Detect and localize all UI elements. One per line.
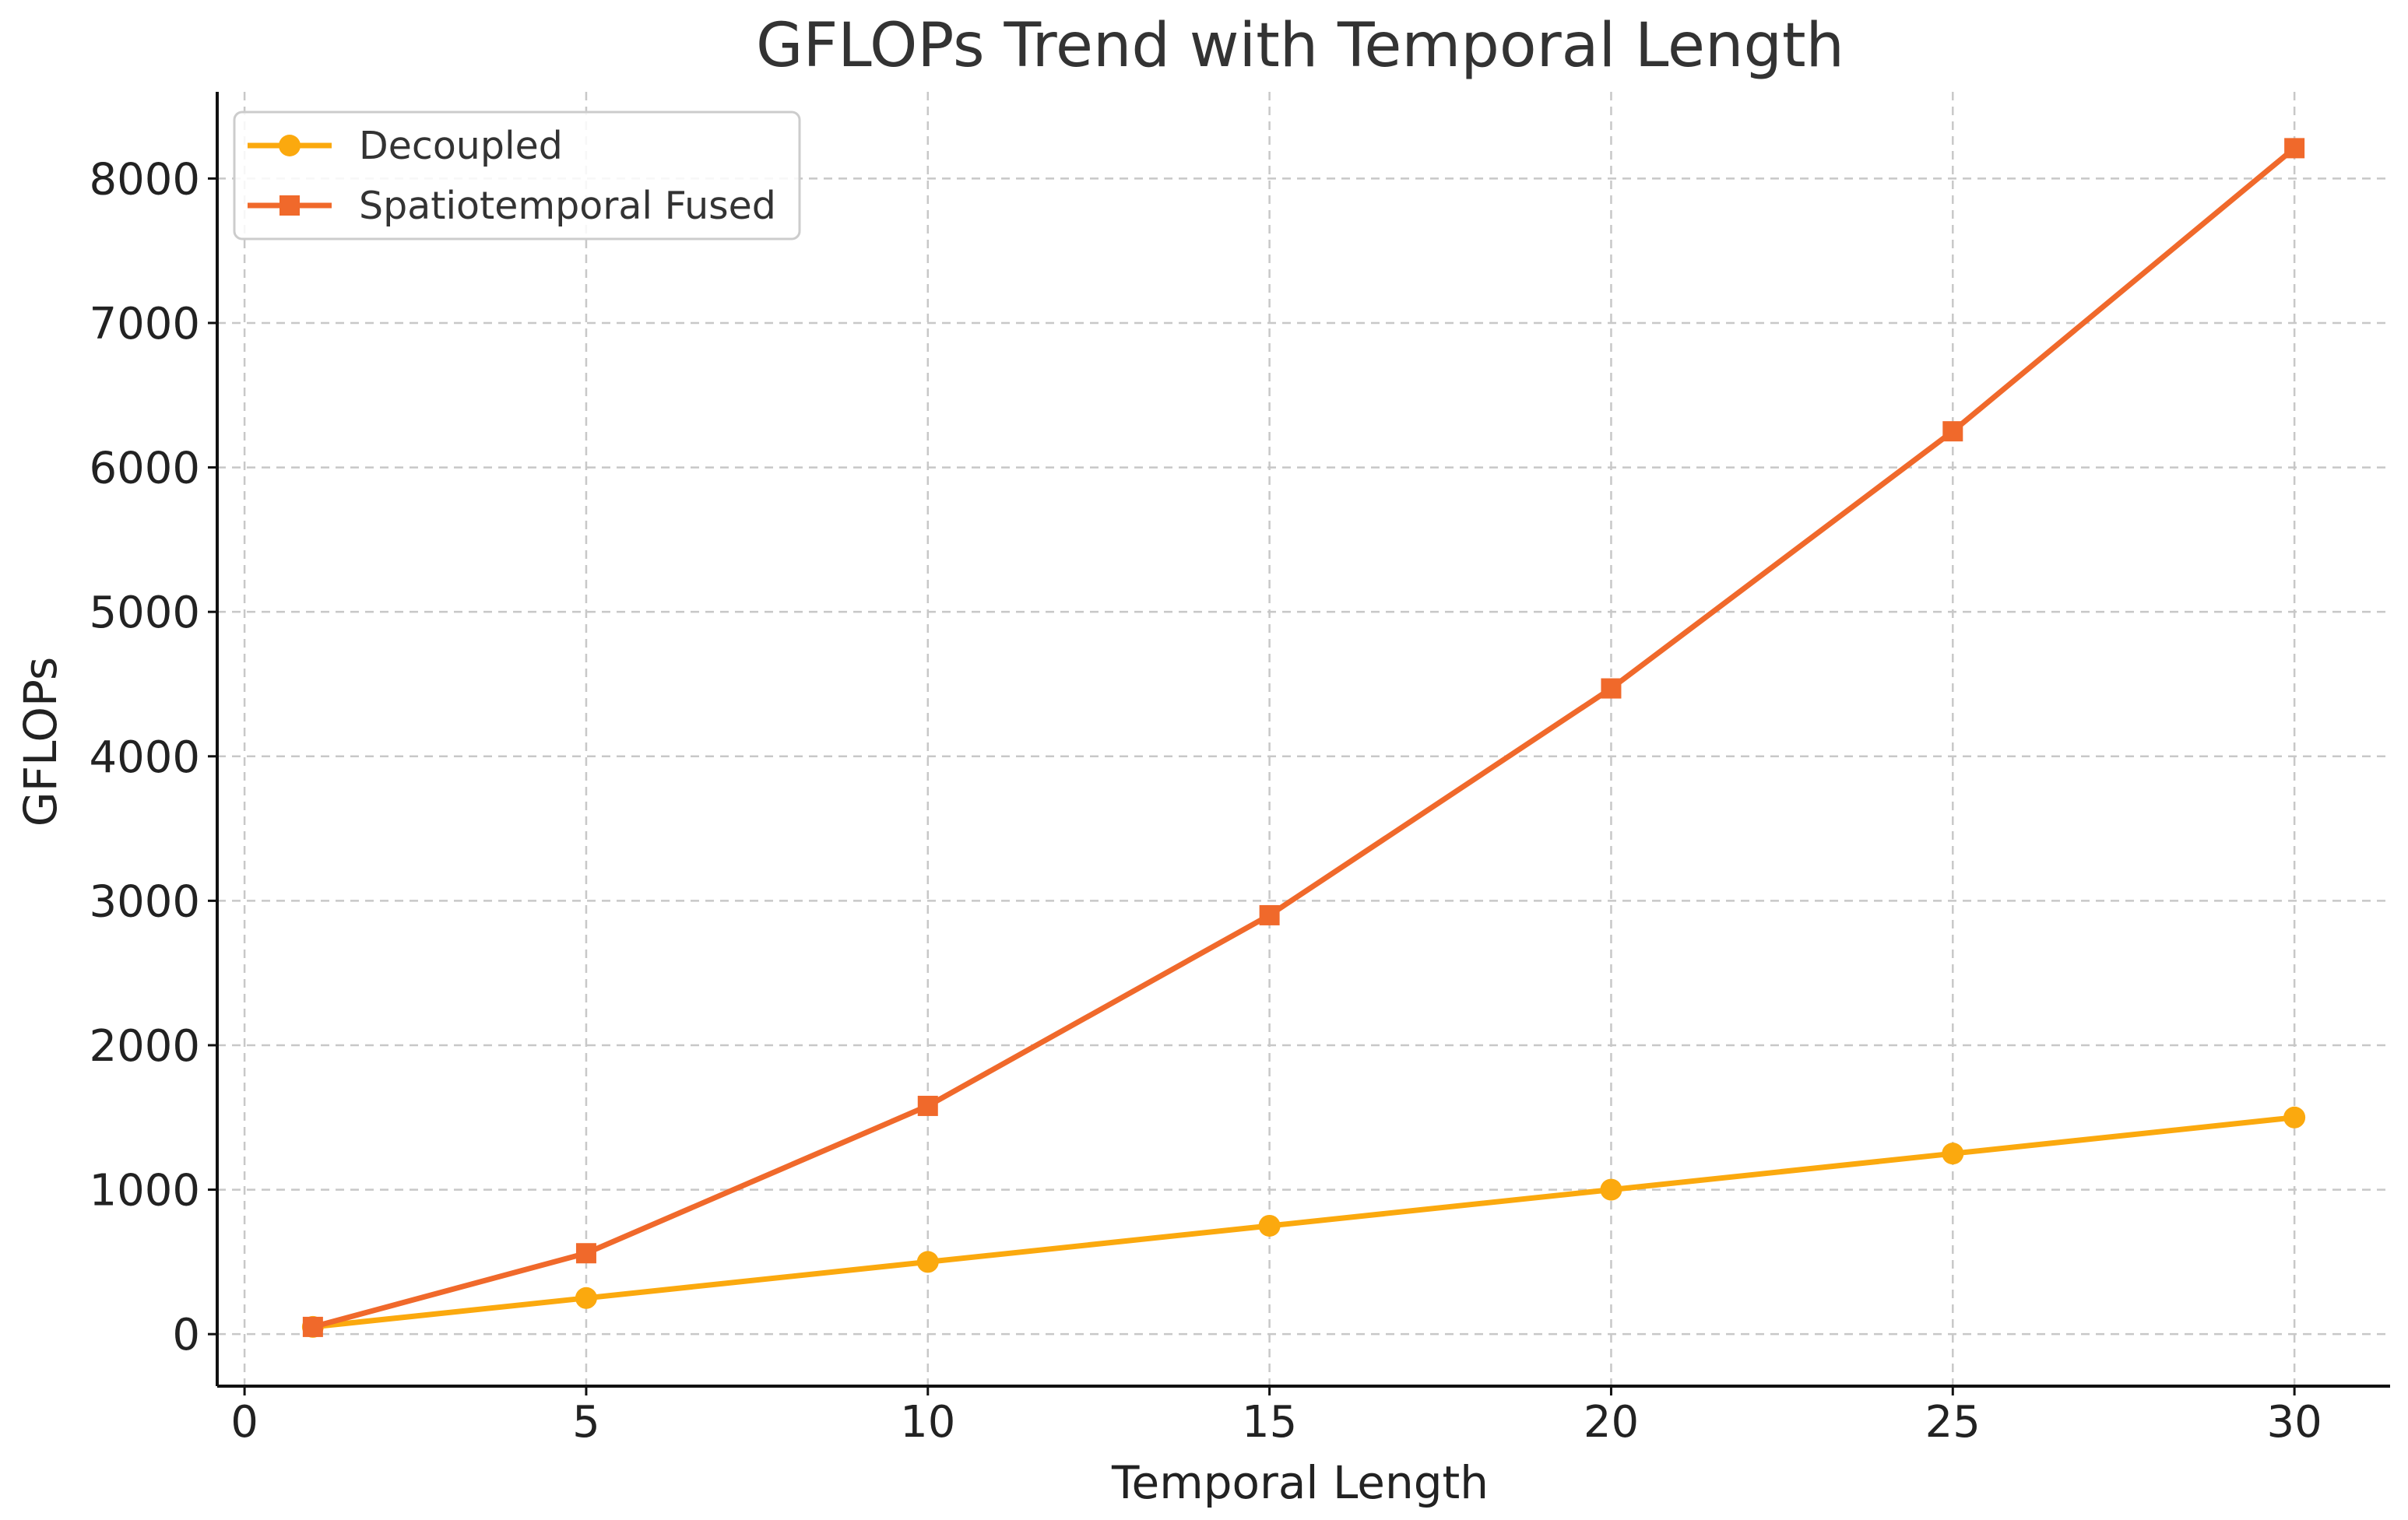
y-tick-label: 0	[172, 1310, 200, 1360]
x-tick-label: 20	[1584, 1397, 1639, 1448]
x-tick-label: 15	[1242, 1397, 1297, 1448]
x-tick-label: 5	[572, 1397, 600, 1448]
tick-labels: 0 5 10 15 20 25 30 0 1000 2000 3000 4000 5000 6000 700…	[89, 154, 2322, 1448]
y-tick-label: 5000	[89, 588, 200, 638]
data-point-decoupled	[2283, 1106, 2306, 1129]
data-point-decoupled	[916, 1251, 939, 1273]
legend-entry-decoupled: Decoupled	[248, 124, 563, 168]
axes	[216, 92, 2390, 1388]
legend-label-spatiotemporal-fused: Spatiotemporal Fused	[359, 184, 776, 228]
data-point-spatiotemporal-fused	[575, 1243, 596, 1264]
legend-label-decoupled: Decoupled	[359, 124, 563, 168]
y-tick-label: 2000	[89, 1021, 200, 1072]
legend-marker-spatiotemporal-fused	[279, 195, 300, 216]
legend-marker-decoupled	[279, 135, 301, 156]
y-tick-label: 4000	[89, 732, 200, 783]
data-point-decoupled	[575, 1287, 597, 1309]
legend: Decoupled Spatiotemporal Fused	[233, 111, 801, 240]
legend-entry-spatiotemporal-fused: Spatiotemporal Fused	[248, 184, 776, 228]
data-point-spatiotemporal-fused	[1259, 904, 1280, 925]
series-spatiotemporal-fused	[302, 138, 2305, 1337]
data-point-spatiotemporal-fused	[917, 1095, 938, 1116]
y-tick-label: 7000	[89, 299, 200, 349]
legend-frame	[233, 111, 801, 240]
chart-title: GFLOPs Trend with Temporal Length	[756, 11, 1844, 81]
data-series	[301, 138, 2306, 1338]
y-tick-label: 8000	[89, 154, 200, 205]
x-tick-label: 30	[2266, 1397, 2322, 1448]
y-axis-label: GFLOPs	[14, 657, 67, 827]
data-point-spatiotemporal-fused	[1601, 678, 1622, 699]
y-tick-label: 1000	[89, 1166, 200, 1216]
x-tick-label: 25	[1925, 1397, 1981, 1448]
x-tick-label: 0	[230, 1397, 258, 1448]
data-point-spatiotemporal-fused	[302, 1316, 323, 1337]
data-point-decoupled	[1600, 1178, 1622, 1201]
legend-entries: Decoupled Spatiotemporal Fused	[248, 124, 776, 228]
data-point-decoupled	[1258, 1214, 1281, 1237]
y-tick-label: 3000	[89, 876, 200, 927]
x-axis-label: Temporal Length	[1111, 1456, 1489, 1509]
y-tick-label: 6000	[89, 444, 200, 494]
data-point-decoupled	[1942, 1143, 1964, 1165]
series-decoupled	[301, 1106, 2306, 1338]
x-tick-label: 10	[900, 1397, 955, 1448]
data-point-spatiotemporal-fused	[1942, 421, 1963, 442]
data-point-spatiotemporal-fused	[2284, 138, 2305, 159]
